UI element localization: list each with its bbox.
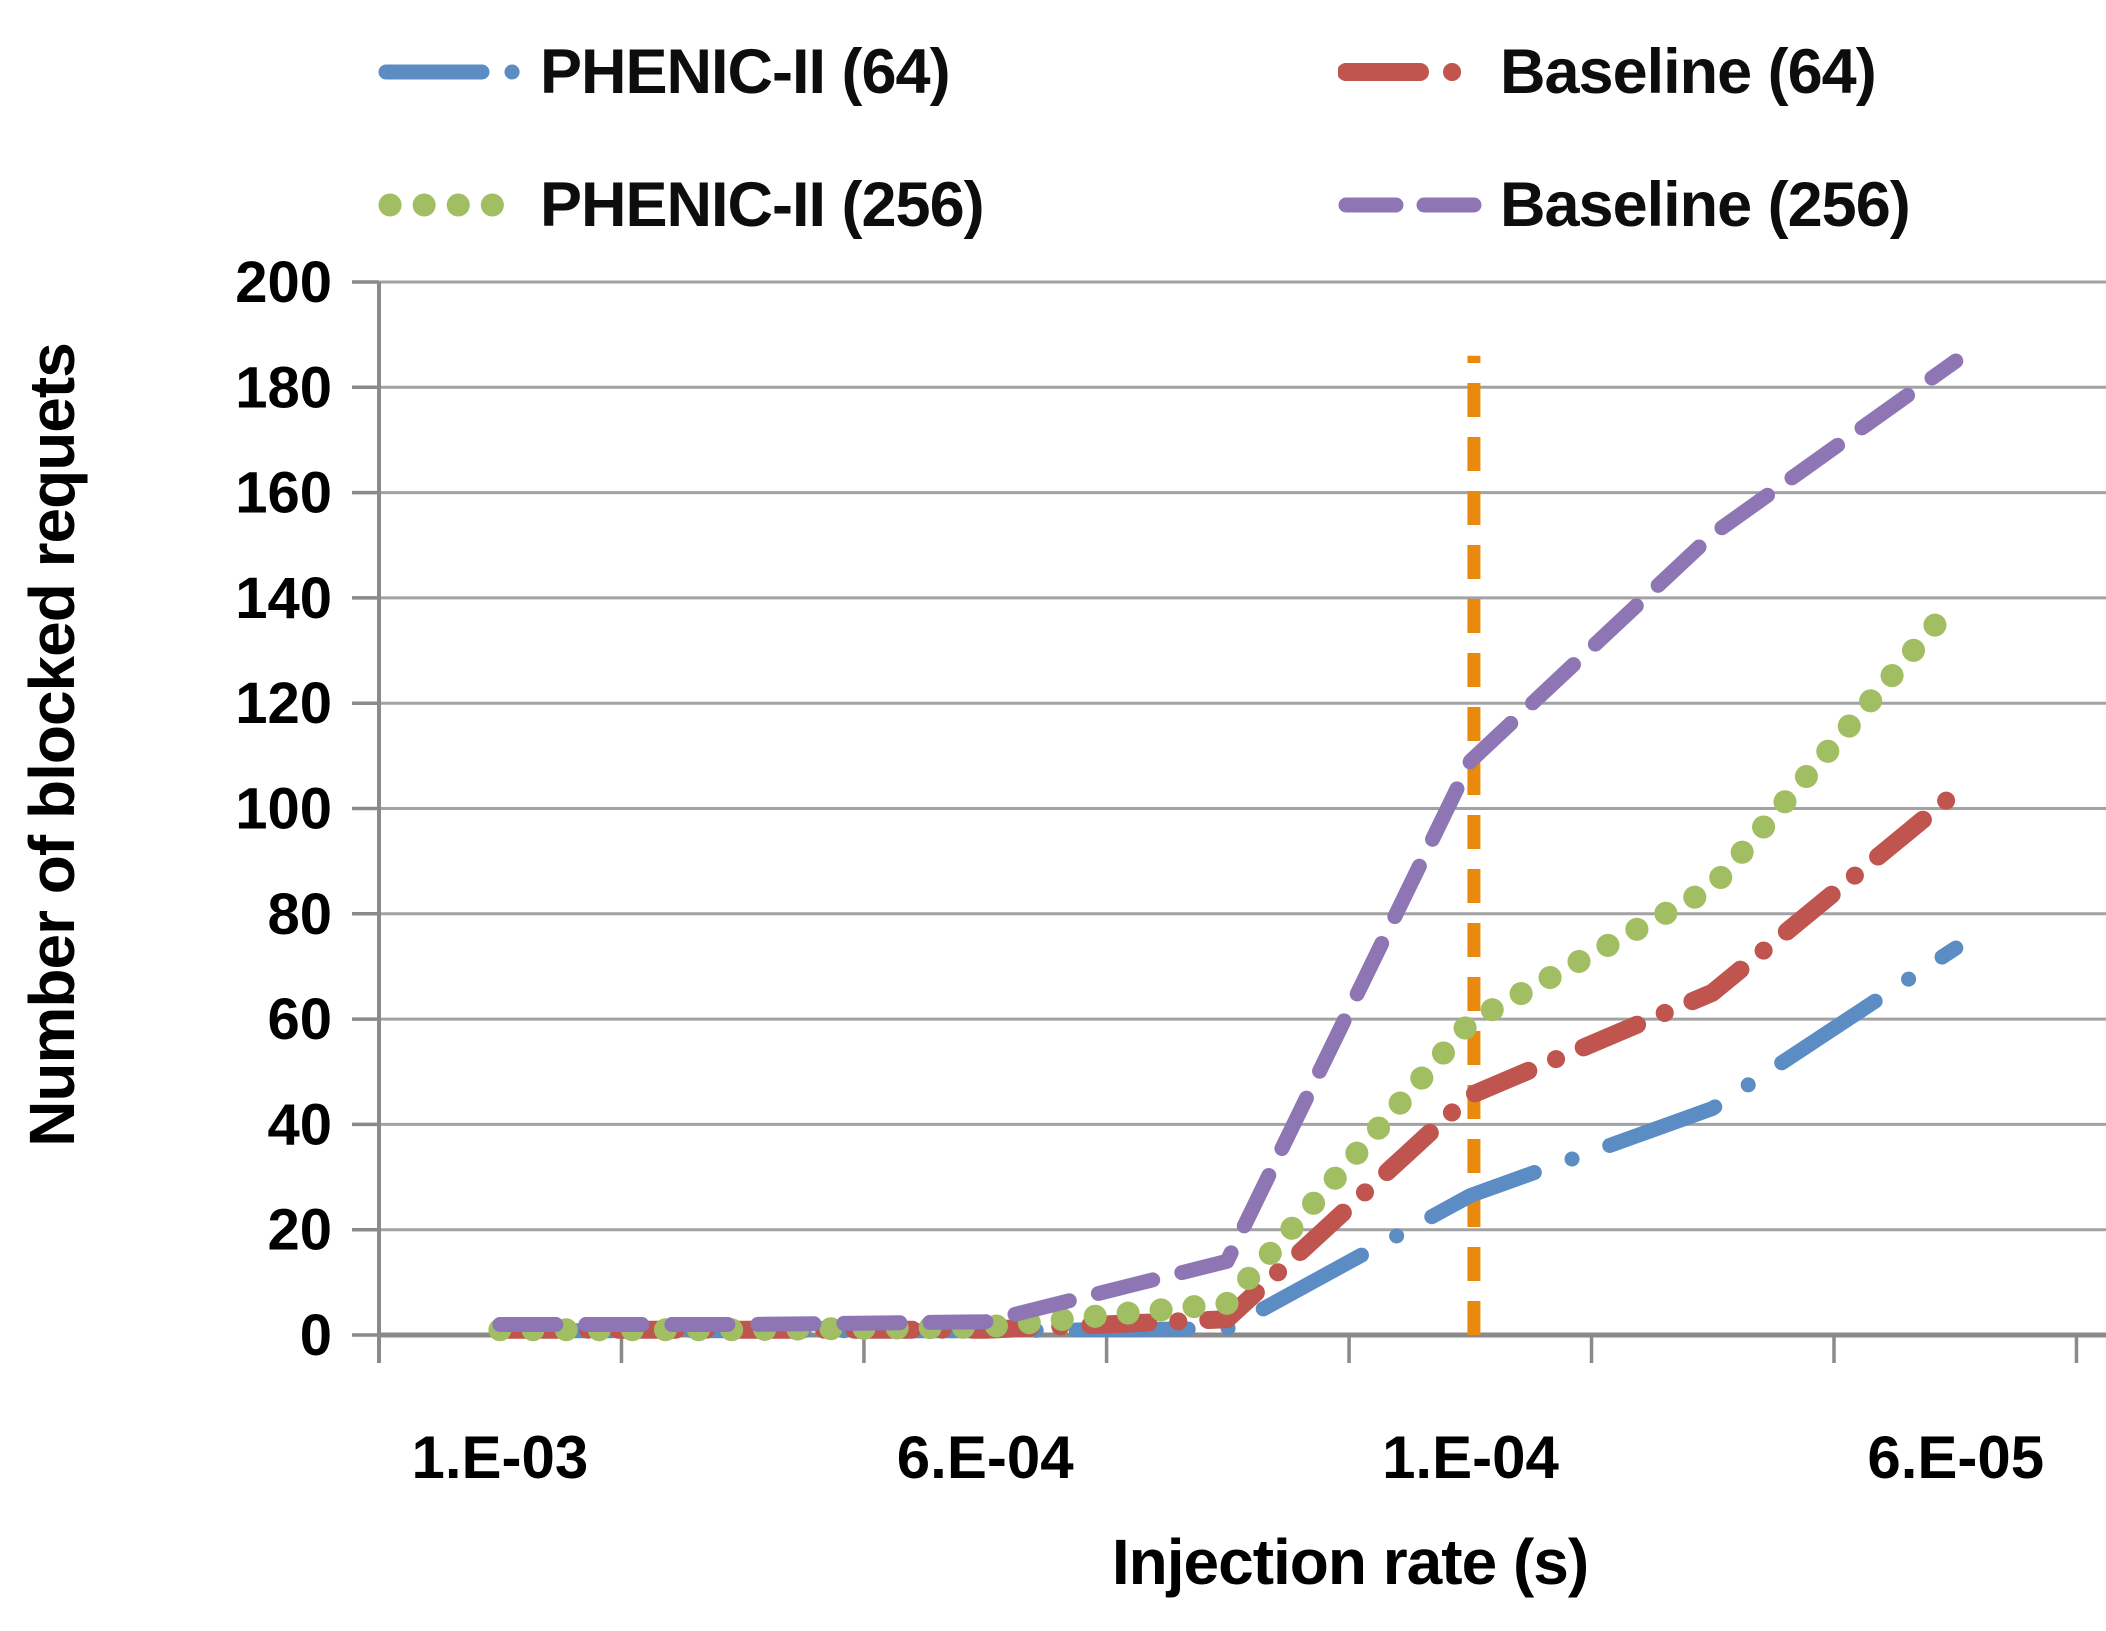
- x-tick-label: 1.E-04: [1382, 1424, 1559, 1491]
- y-tick-label: 60: [267, 987, 332, 1052]
- y-tick-label: 140: [235, 566, 332, 631]
- legend-swatch-dash-dot-icon: [378, 64, 528, 80]
- legend-swatch-long-dash-dot-icon: [1338, 63, 1489, 81]
- series-line-3: [492, 353, 1964, 1332]
- x-tick-label: 6.E-05: [1867, 1424, 2044, 1491]
- legend-item-phenic2-64: PHENIC-II (64): [378, 27, 951, 117]
- legend-label: Baseline (256): [1500, 170, 1911, 240]
- legend-swatch-dash-icon: [1338, 197, 1482, 213]
- x-tick-label: 1.E-03: [411, 1424, 588, 1491]
- legend-label: PHENIC-II (256): [540, 170, 985, 240]
- y-tick-label: 100: [235, 777, 332, 842]
- series-line-0: [492, 940, 1964, 1339]
- y-tick-label: 20: [267, 1198, 332, 1263]
- y-tick-label: 180: [235, 355, 332, 420]
- y-tick-label: 160: [235, 461, 332, 526]
- legend-item-baseline-64: Baseline (64): [1338, 27, 1877, 117]
- legend-item-baseline-256: Baseline (256): [1338, 160, 1911, 250]
- legend-item-phenic2-256: PHENIC-II (256): [378, 160, 985, 250]
- y-tick-label: 0: [300, 1303, 332, 1368]
- y-tick-label: 200: [235, 250, 332, 315]
- legend-label: Baseline (64): [1500, 37, 1877, 107]
- legend-label: PHENIC-II (64): [540, 37, 951, 107]
- series-line-2: [488, 589, 1968, 1342]
- y-tick-label: 80: [267, 882, 332, 947]
- y-tick-label: 120: [235, 671, 332, 736]
- y-tick-label: 40: [267, 1092, 332, 1157]
- x-tick-label: 6.E-04: [897, 1424, 1074, 1491]
- x-axis-title: Injection rate (s): [1111, 1526, 1589, 1598]
- legend-swatch-dot-icon: [378, 193, 516, 217]
